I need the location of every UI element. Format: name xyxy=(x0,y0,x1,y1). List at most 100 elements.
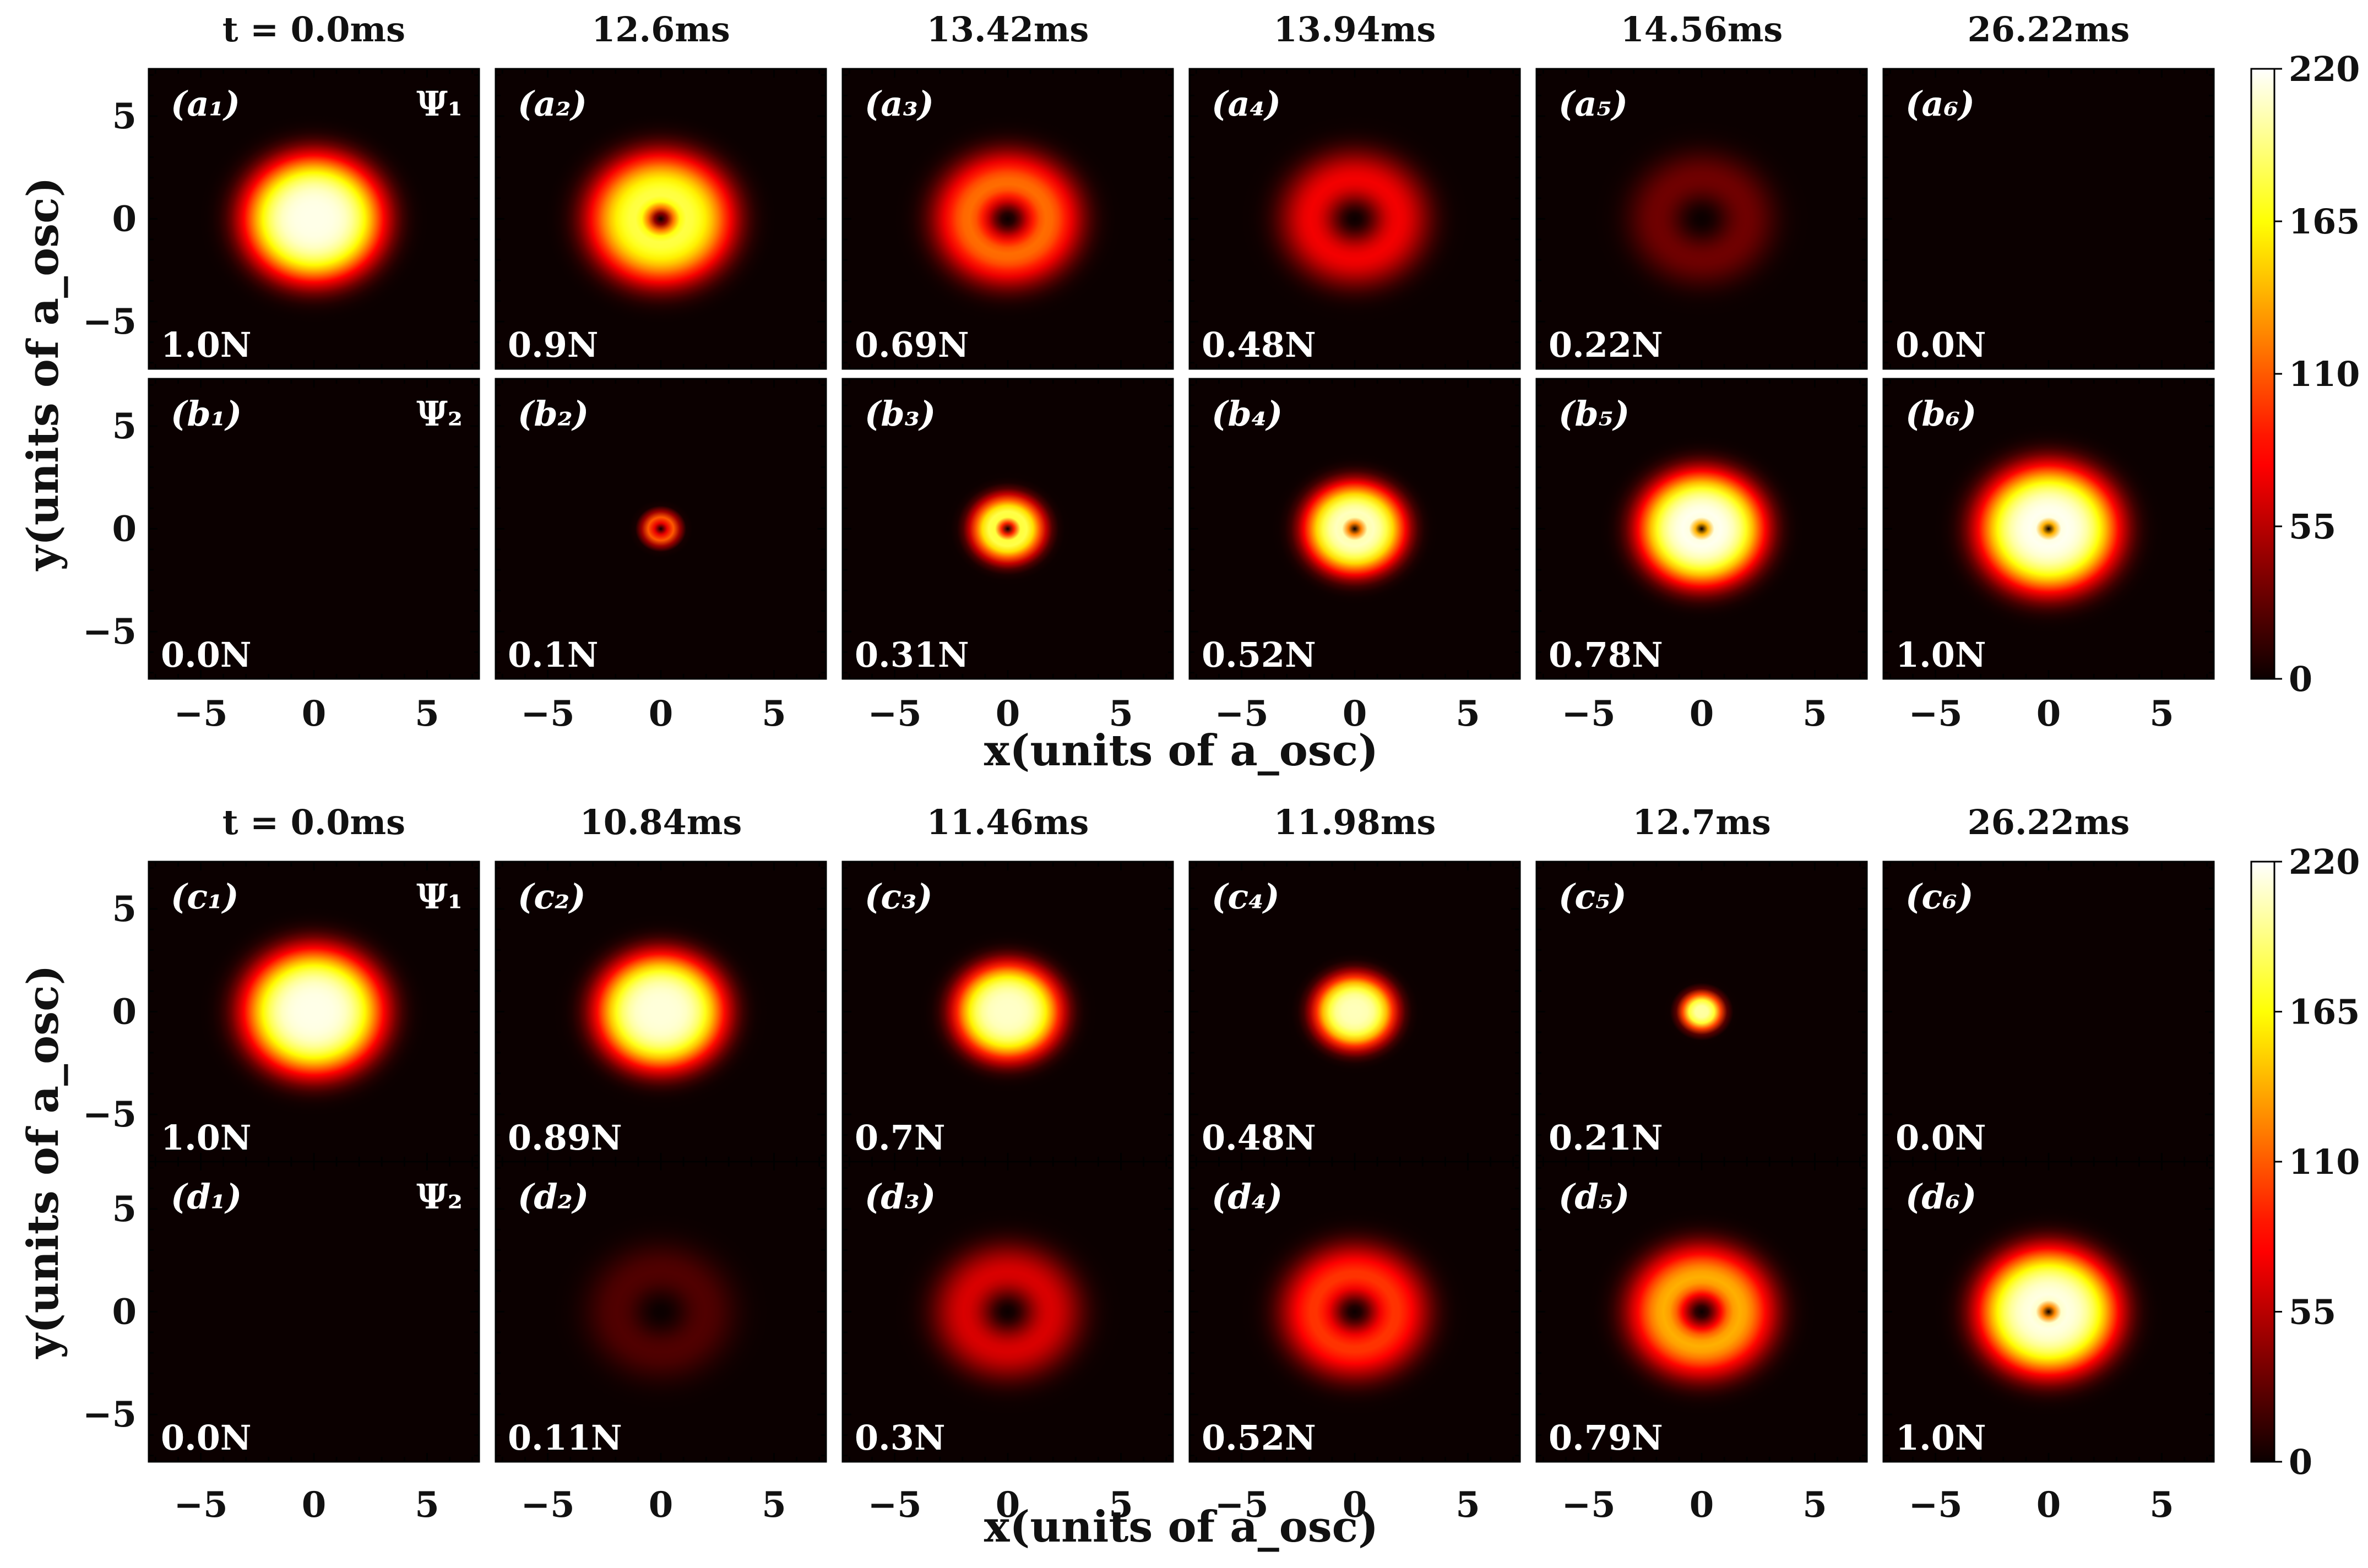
density-panel: (b₃) 0.31N xyxy=(841,378,1174,680)
density-heatmap xyxy=(1536,69,1867,369)
density-panel: (c₅) 0.21N xyxy=(1535,861,1868,1163)
column-time-title: t = 0.0ms xyxy=(222,802,405,842)
panel-label: (d₂) xyxy=(518,1177,589,1217)
x-axis-label: x(units of a_osc) xyxy=(984,1502,1378,1552)
panel-label: (b₂) xyxy=(518,394,589,434)
x-tick-label: 0 xyxy=(2036,693,2061,734)
density-heatmap xyxy=(1190,862,1520,1162)
column-time-title: 14.56ms xyxy=(1621,9,1783,50)
density-panel: (b₆) 1.0N xyxy=(1882,378,2215,680)
colorbar-tick-label: 110 xyxy=(2289,1142,2360,1182)
density-panel: (a₄) 0.48N xyxy=(1188,68,1521,370)
atom-fraction-label: 1.0N xyxy=(161,325,252,365)
column-time-title: 12.7ms xyxy=(1632,802,1771,842)
panel-label: (b₃) xyxy=(865,394,936,434)
density-panel: (c₃) 0.7N xyxy=(841,861,1174,1163)
density-heatmap xyxy=(1190,379,1520,679)
atom-fraction-label: 1.0N xyxy=(161,1118,252,1158)
atom-fraction-label: 0.1N xyxy=(508,635,599,675)
colorbar-tick-label: 165 xyxy=(2289,202,2360,242)
x-tick-label: −5 xyxy=(1908,693,1962,734)
atom-fraction-label: 0.78N xyxy=(1549,635,1663,675)
colorbar-tick-label: 0 xyxy=(2289,1442,2312,1482)
density-panel: (d₆) 1.0N xyxy=(1882,1161,2215,1463)
density-heatmap xyxy=(496,379,826,679)
density-heatmap xyxy=(149,1162,479,1462)
colorbar-tick-label: 165 xyxy=(2289,992,2360,1032)
x-tick-label: 5 xyxy=(1109,693,1133,734)
x-tick-label: 5 xyxy=(1455,693,1480,734)
density-heatmap xyxy=(843,69,1173,369)
colorbar-tick-label: 55 xyxy=(2289,1292,2336,1332)
density-panel: (d₁) Ψ₂ 0.0N xyxy=(148,1161,480,1463)
density-panel: (c₄) 0.48N xyxy=(1188,861,1521,1163)
atom-fraction-label: 0.48N xyxy=(1202,325,1316,365)
density-heatmap xyxy=(149,862,479,1162)
x-tick-label: 0 xyxy=(1343,1484,1367,1526)
panel-label: (a₄) xyxy=(1212,84,1281,124)
atom-fraction-label: 0.48N xyxy=(1202,1118,1316,1158)
x-tick-label: 0 xyxy=(996,693,1020,734)
column-time-title: 13.94ms xyxy=(1274,9,1436,50)
atom-fraction-label: 0.7N xyxy=(855,1118,946,1158)
atom-fraction-label: 0.52N xyxy=(1202,635,1316,675)
x-tick-label: 0 xyxy=(302,693,327,734)
y-tick-label: −5 xyxy=(83,1394,137,1435)
y-tick-label: −5 xyxy=(83,611,137,652)
panel-label: (c₅) xyxy=(1558,876,1627,917)
panel-label: (a₁) xyxy=(171,84,240,124)
panel-label: (b₄) xyxy=(1212,394,1283,434)
column-time-title: 26.22ms xyxy=(1968,802,2130,842)
y-axis-label: y(units of a_osc) xyxy=(18,177,68,572)
density-heatmap xyxy=(1190,69,1520,369)
x-tick-label: 0 xyxy=(1343,693,1367,734)
density-heatmap xyxy=(1883,69,2214,369)
x-tick-label: 0 xyxy=(649,1484,674,1526)
colorbar-tick-label: 55 xyxy=(2289,507,2336,547)
atom-fraction-label: 0.89N xyxy=(508,1118,622,1158)
density-panel: (c₆) 0.0N xyxy=(1882,861,2215,1163)
panel-label: (d₁) xyxy=(171,1177,242,1217)
atom-fraction-label: 0.11N xyxy=(508,1418,622,1458)
x-tick-label: 0 xyxy=(996,1484,1020,1526)
x-tick-label: 0 xyxy=(302,1484,327,1526)
x-tick-label: −5 xyxy=(520,1484,574,1526)
x-tick-label: 5 xyxy=(762,1484,786,1526)
colorbar xyxy=(2250,861,2275,1463)
density-heatmap xyxy=(1883,862,2214,1162)
x-tick-label: 5 xyxy=(762,693,786,734)
density-heatmap xyxy=(1190,1162,1520,1462)
panel-label: (a₂) xyxy=(518,84,587,124)
density-panel: (d₄) 0.52N xyxy=(1188,1161,1521,1463)
colorbar-tick-label: 220 xyxy=(2289,842,2360,882)
x-tick-label: 5 xyxy=(2149,1484,2174,1526)
x-tick-label: 0 xyxy=(2036,1484,2061,1526)
density-heatmap xyxy=(1883,1162,2214,1462)
atom-fraction-label: 1.0N xyxy=(1896,1418,1986,1458)
atom-fraction-label: 0.21N xyxy=(1549,1118,1663,1158)
density-panel: (c₂) 0.89N xyxy=(495,861,827,1163)
atom-fraction-label: 0.9N xyxy=(508,325,599,365)
panel-label: (d₆) xyxy=(1905,1177,1976,1217)
atom-fraction-label: 0.3N xyxy=(855,1418,946,1458)
density-panel: (a₃) 0.69N xyxy=(841,68,1174,370)
panel-label: (c₄) xyxy=(1212,876,1280,917)
y-tick-label: −5 xyxy=(83,301,137,342)
x-tick-label: 5 xyxy=(1802,693,1827,734)
x-tick-label: −5 xyxy=(1561,693,1615,734)
x-tick-label: −5 xyxy=(1214,1484,1268,1526)
component-label: Ψ₂ xyxy=(416,1177,463,1217)
density-panel: (c₁) Ψ₁ 1.0N xyxy=(148,861,480,1163)
x-tick-label: −5 xyxy=(867,693,921,734)
x-tick-label: 0 xyxy=(1690,1484,1714,1526)
y-tick-label: 5 xyxy=(112,1189,137,1230)
panel-label: (d₄) xyxy=(1212,1177,1283,1217)
x-tick-label: 0 xyxy=(1690,693,1714,734)
y-tick-label: −5 xyxy=(83,1094,137,1135)
panel-label: (c₁) xyxy=(171,876,239,917)
component-label: Ψ₁ xyxy=(416,876,463,917)
y-axis-label: y(units of a_osc) xyxy=(18,965,68,1360)
density-heatmap xyxy=(496,1162,826,1462)
density-panel: (a₁) Ψ₁ 1.0N xyxy=(148,68,480,370)
